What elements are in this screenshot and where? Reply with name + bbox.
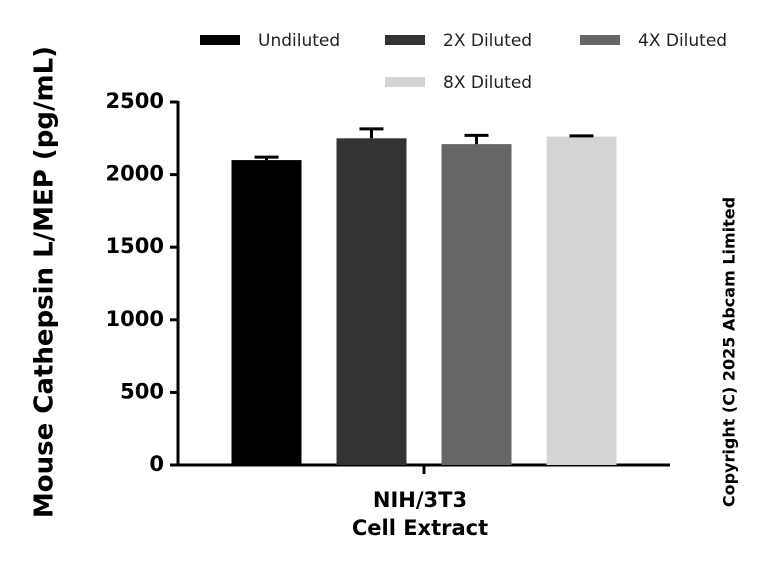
bar: [336, 138, 407, 466]
y-tick-label: 500: [120, 379, 164, 403]
error-bar: [254, 155, 279, 161]
legend-swatch: [200, 35, 240, 45]
x-tick-label: NIH/3T3 Cell Extract: [351, 488, 489, 540]
error-bar: [464, 133, 489, 145]
legend-label: Undiluted: [258, 31, 340, 51]
legend-swatch: [385, 77, 425, 87]
bar: [546, 136, 617, 465]
legend-swatch: [385, 35, 425, 45]
y-tick-label: 1000: [106, 307, 164, 331]
y-tick-label: 1500: [106, 234, 164, 258]
copyright: Copyright (C) 2025 Abcam Limited: [720, 197, 739, 507]
bar: [231, 160, 302, 465]
y-tick-label: 2000: [106, 162, 164, 186]
error-bar: [569, 134, 594, 138]
error-bar: [359, 127, 384, 139]
legend-label: 4X Diluted: [638, 31, 727, 51]
legend-label: 8X Diluted: [443, 73, 532, 93]
legend-label: 2X Diluted: [443, 31, 532, 51]
bar: [441, 144, 512, 465]
y-tick-label: 0: [149, 452, 164, 476]
legend-swatch: [580, 35, 620, 45]
y-axis-label: Mouse Cathepsin L/MEP (pg/mL): [30, 46, 60, 518]
y-tick-label: 2500: [106, 89, 164, 113]
